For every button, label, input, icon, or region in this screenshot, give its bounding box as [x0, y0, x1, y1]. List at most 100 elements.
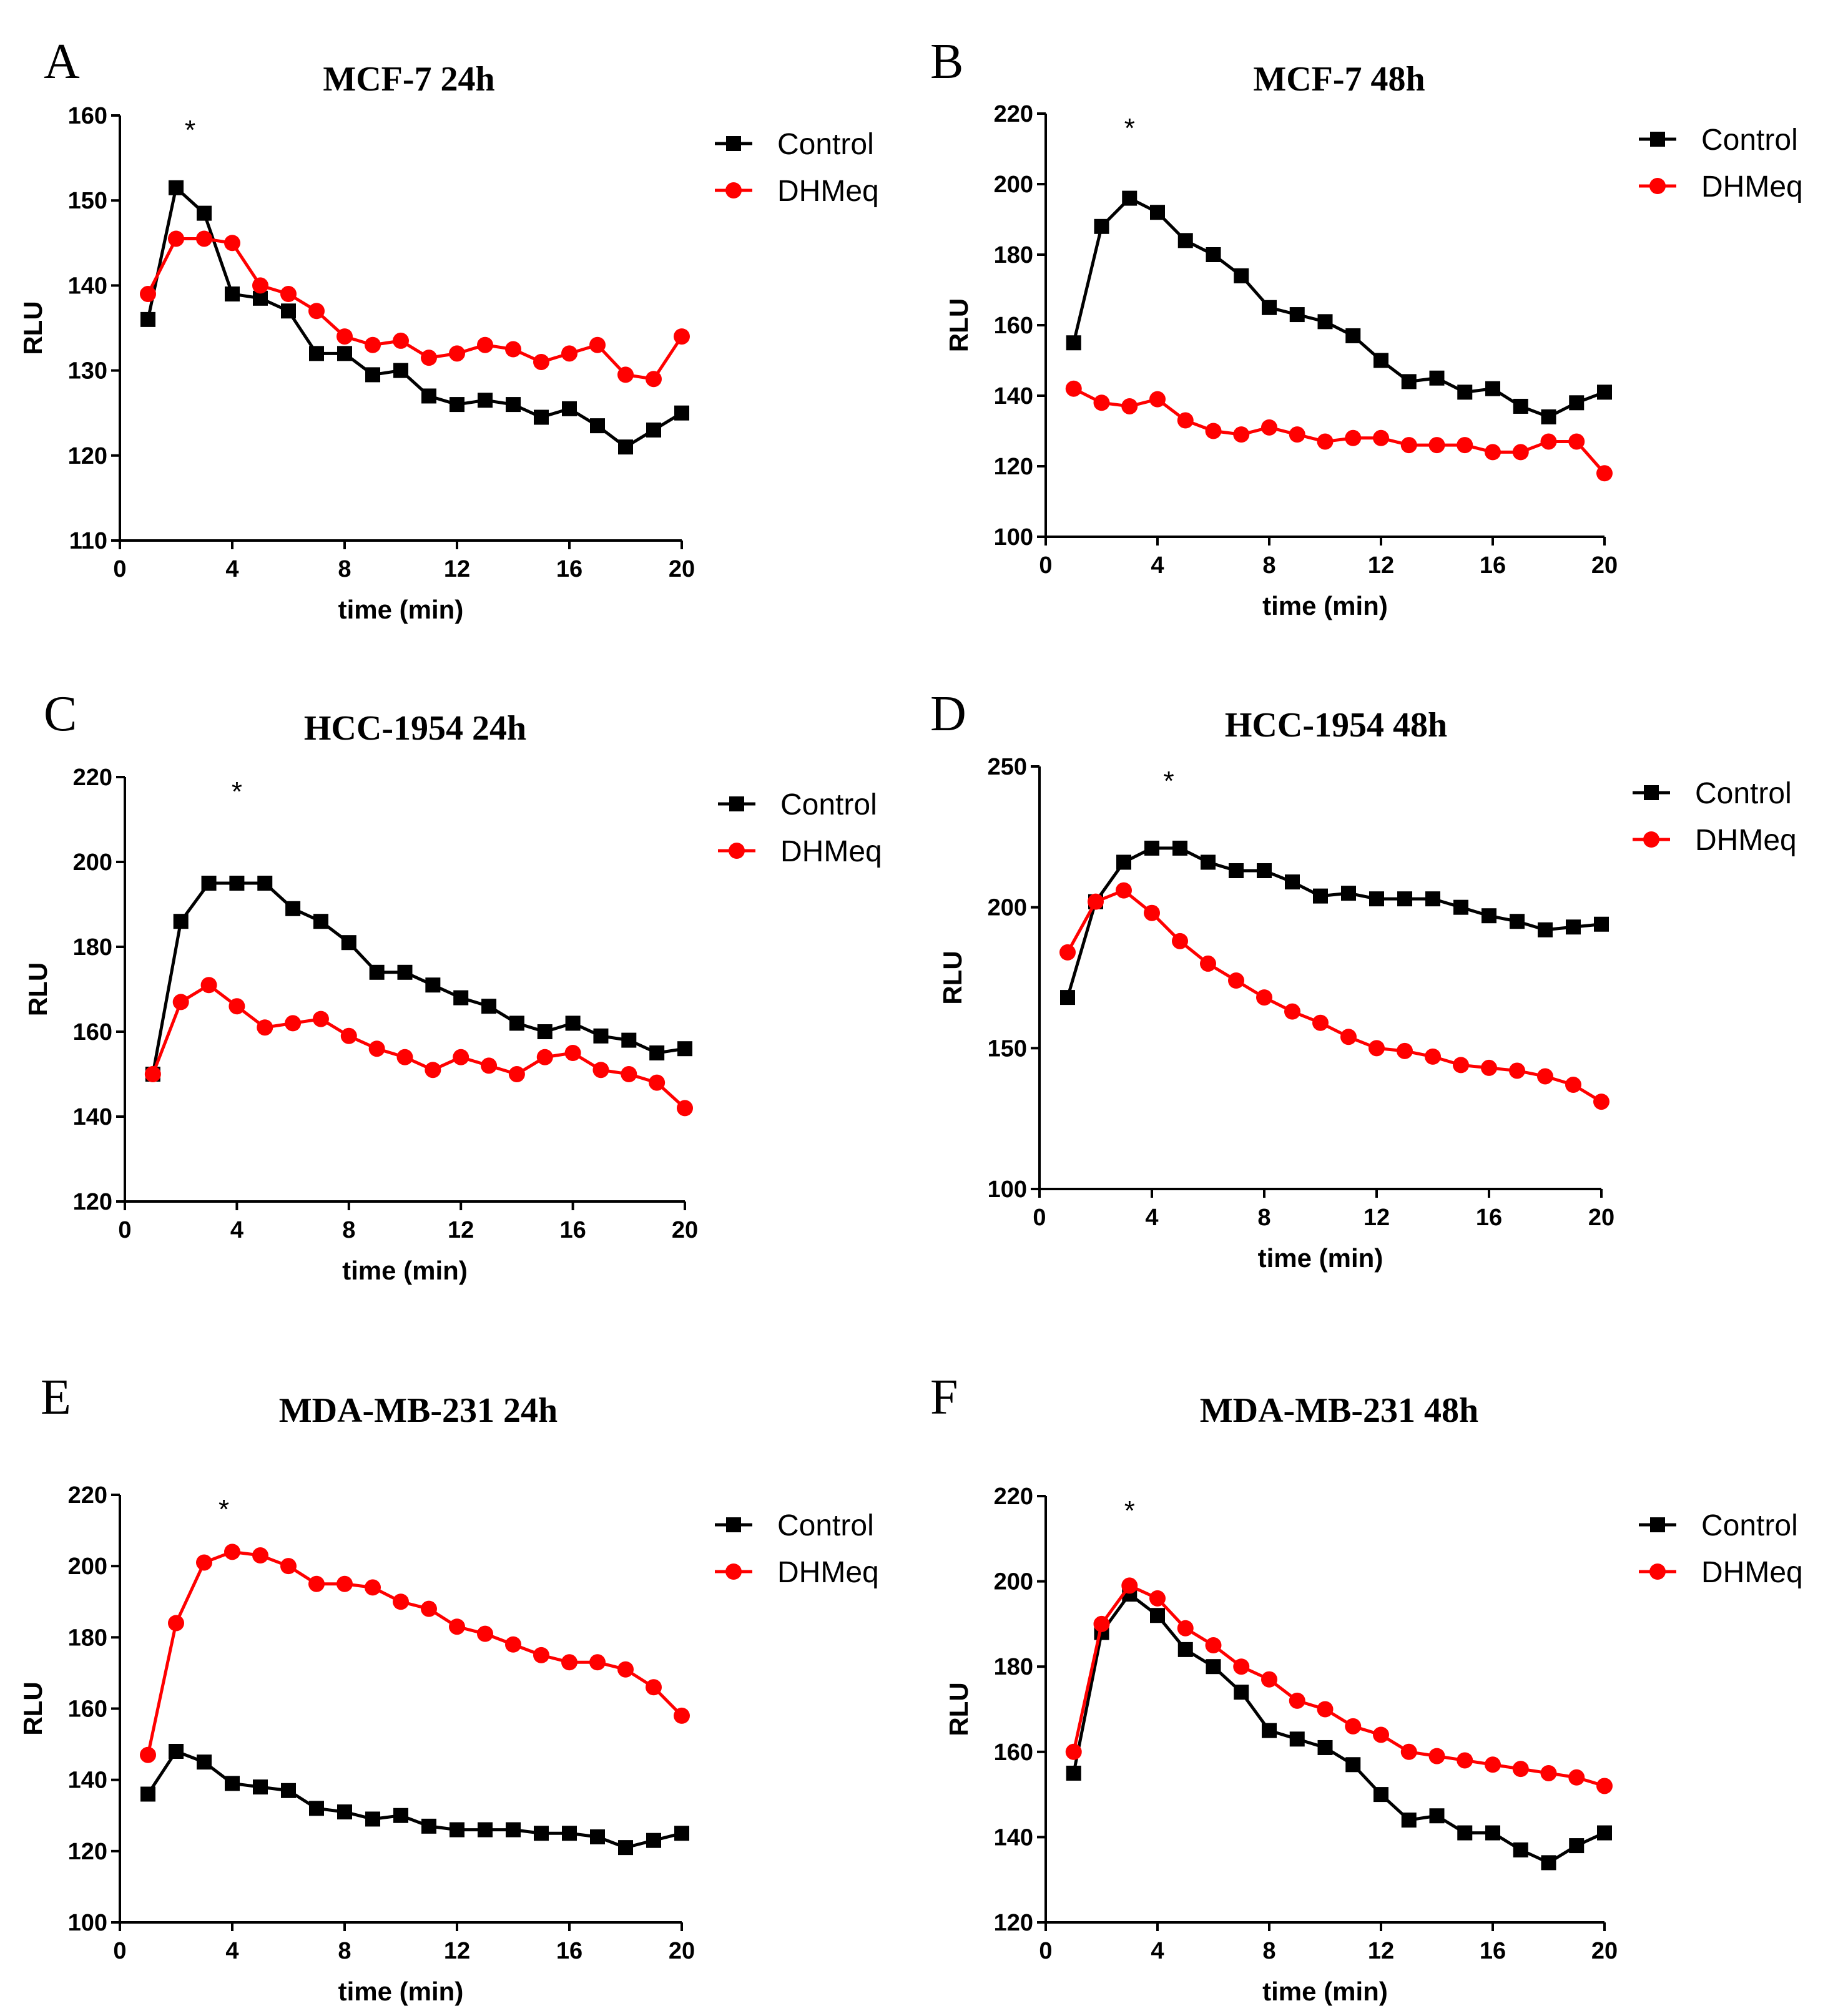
x-tick-label: 16 — [559, 1217, 586, 1243]
data-point — [1149, 391, 1166, 408]
data-point — [365, 1811, 380, 1827]
data-point — [1541, 409, 1556, 424]
data-point — [1569, 395, 1585, 411]
data-point — [365, 1579, 381, 1596]
y-tick-label: 100 — [68, 1910, 107, 1936]
data-point — [1177, 233, 1193, 248]
y-tick-label: 200 — [994, 172, 1033, 198]
data-point — [1122, 190, 1138, 206]
data-point — [1066, 1765, 1081, 1781]
x-tick-label: 8 — [1262, 552, 1275, 579]
data-point — [1088, 893, 1104, 910]
data-point — [481, 1057, 498, 1074]
data-point — [677, 1041, 692, 1057]
panel-title: HCC-1954 48h — [1225, 706, 1447, 745]
x-tick-label: 0 — [1039, 552, 1052, 579]
x-axis-label: time (min) — [342, 1256, 468, 1285]
data-point — [646, 1679, 662, 1696]
data-point — [197, 205, 212, 221]
data-point — [617, 1661, 634, 1678]
data-point — [1345, 429, 1362, 446]
legend-marker — [726, 1517, 741, 1532]
data-point — [505, 1636, 521, 1653]
data-point — [649, 1045, 665, 1060]
data-point — [312, 1010, 329, 1027]
panel-letter: B — [930, 34, 963, 89]
data-point — [1568, 433, 1585, 450]
data-point — [140, 1746, 156, 1763]
x-tick-label: 20 — [1591, 1938, 1618, 1964]
panel-c: C HCC-1954 24h 120 140 160 180 200 220 0 4 8 12 16 20… — [23, 687, 882, 1285]
data-point — [1485, 1825, 1500, 1841]
data-point — [396, 1049, 413, 1065]
data-point — [225, 1776, 240, 1791]
panel-letter: E — [41, 1370, 71, 1425]
y-tick-label: 180 — [68, 1625, 107, 1651]
data-point — [534, 409, 549, 425]
data-point — [1234, 268, 1249, 283]
x-tick-label: 8 — [1262, 1938, 1275, 1964]
data-point — [1313, 888, 1328, 904]
series-dhmeq — [140, 230, 690, 388]
data-point — [1373, 1787, 1388, 1803]
legend-marker — [1644, 785, 1659, 800]
data-point — [536, 1049, 553, 1065]
y-tick-label: 180 — [994, 1654, 1033, 1680]
data-point — [1205, 423, 1222, 439]
y-tick-label: 120 — [994, 454, 1033, 480]
series-dhmeq — [1065, 380, 1613, 482]
data-point — [674, 405, 689, 421]
data-point — [561, 1654, 577, 1671]
data-point — [1569, 1838, 1585, 1854]
x-axis-label: time (min) — [338, 595, 464, 624]
data-point — [449, 345, 465, 362]
legend-label: Control — [780, 788, 877, 821]
data-point — [1482, 908, 1496, 924]
legend-marker — [1650, 132, 1665, 147]
x-tick-label: 0 — [113, 1938, 126, 1964]
data-point — [1093, 1615, 1110, 1632]
y-tick-label: 160 — [68, 103, 107, 129]
panel-a: A MCF-7 24h 110 120 130 140 150 160 0 4 8 12 16 20 tim… — [18, 34, 879, 624]
y-tick-label: 220 — [68, 1482, 107, 1509]
data-point — [224, 1544, 240, 1560]
data-point — [393, 363, 408, 378]
x-tick-label: 20 — [1591, 552, 1618, 579]
series-line — [1072, 197, 1605, 419]
x-tick-label: 4 — [225, 556, 238, 582]
data-point — [1261, 419, 1277, 436]
data-point — [421, 350, 437, 366]
data-point — [1289, 426, 1305, 443]
data-point — [649, 1074, 666, 1091]
data-point — [337, 328, 353, 345]
data-point — [1206, 1659, 1221, 1675]
data-point — [421, 1818, 436, 1834]
series-control — [140, 180, 689, 455]
data-point — [646, 422, 661, 438]
data-point — [1341, 886, 1356, 901]
data-point — [1597, 384, 1612, 400]
data-point — [1510, 914, 1525, 929]
y-tick-label: 140 — [68, 273, 107, 299]
data-point — [618, 1840, 633, 1856]
data-point — [257, 1019, 273, 1036]
data-point — [252, 277, 268, 294]
x-tick-label: 8 — [338, 556, 351, 582]
data-point — [1177, 1620, 1194, 1637]
data-point — [368, 1040, 385, 1057]
x-tick-label: 12 — [1368, 1938, 1394, 1964]
data-point — [1228, 972, 1244, 989]
data-point — [257, 876, 273, 891]
y-tick-label: 100 — [988, 1177, 1027, 1203]
data-point — [313, 914, 328, 929]
data-point — [169, 1744, 184, 1759]
x-axis-label: time (min) — [1258, 1243, 1383, 1273]
y-tick-label: 180 — [73, 934, 112, 961]
data-point — [1457, 437, 1473, 454]
legend-label: Control — [1701, 1509, 1798, 1542]
panel-letter: C — [44, 687, 77, 741]
y-tick-label: 220 — [73, 765, 112, 791]
data-point — [1369, 1040, 1385, 1057]
y-axis-label: RLU — [944, 1682, 973, 1736]
data-point — [1369, 891, 1384, 907]
